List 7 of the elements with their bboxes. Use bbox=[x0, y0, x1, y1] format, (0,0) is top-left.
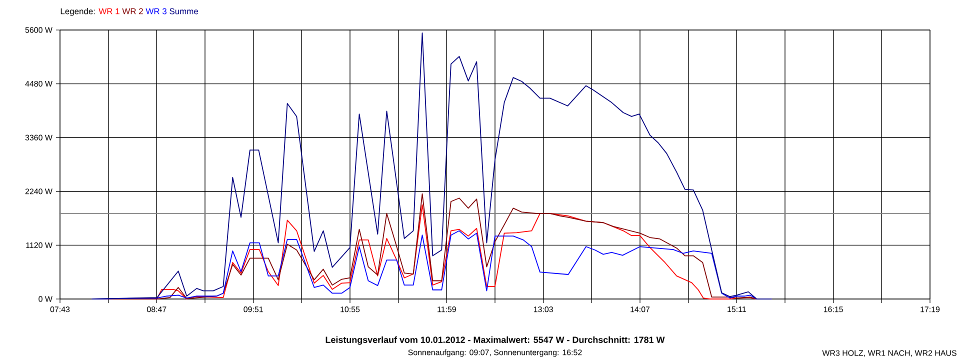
text: WR 3 bbox=[146, 8, 166, 14]
line-series bbox=[91, 32, 772, 300]
legend-title: Legende: bbox=[60, 8, 95, 16]
text: Leistungsverlauf vom 10.01.2012 - Maximalwert: 5547 W - Durchschnitt: 1781 W bbox=[326, 336, 665, 345]
text: WR 1 bbox=[98, 8, 120, 14]
text: Summe bbox=[170, 8, 198, 14]
text: WR 2 bbox=[122, 8, 143, 14]
